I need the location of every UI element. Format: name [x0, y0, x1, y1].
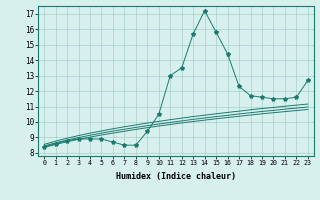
X-axis label: Humidex (Indice chaleur): Humidex (Indice chaleur)	[116, 172, 236, 181]
